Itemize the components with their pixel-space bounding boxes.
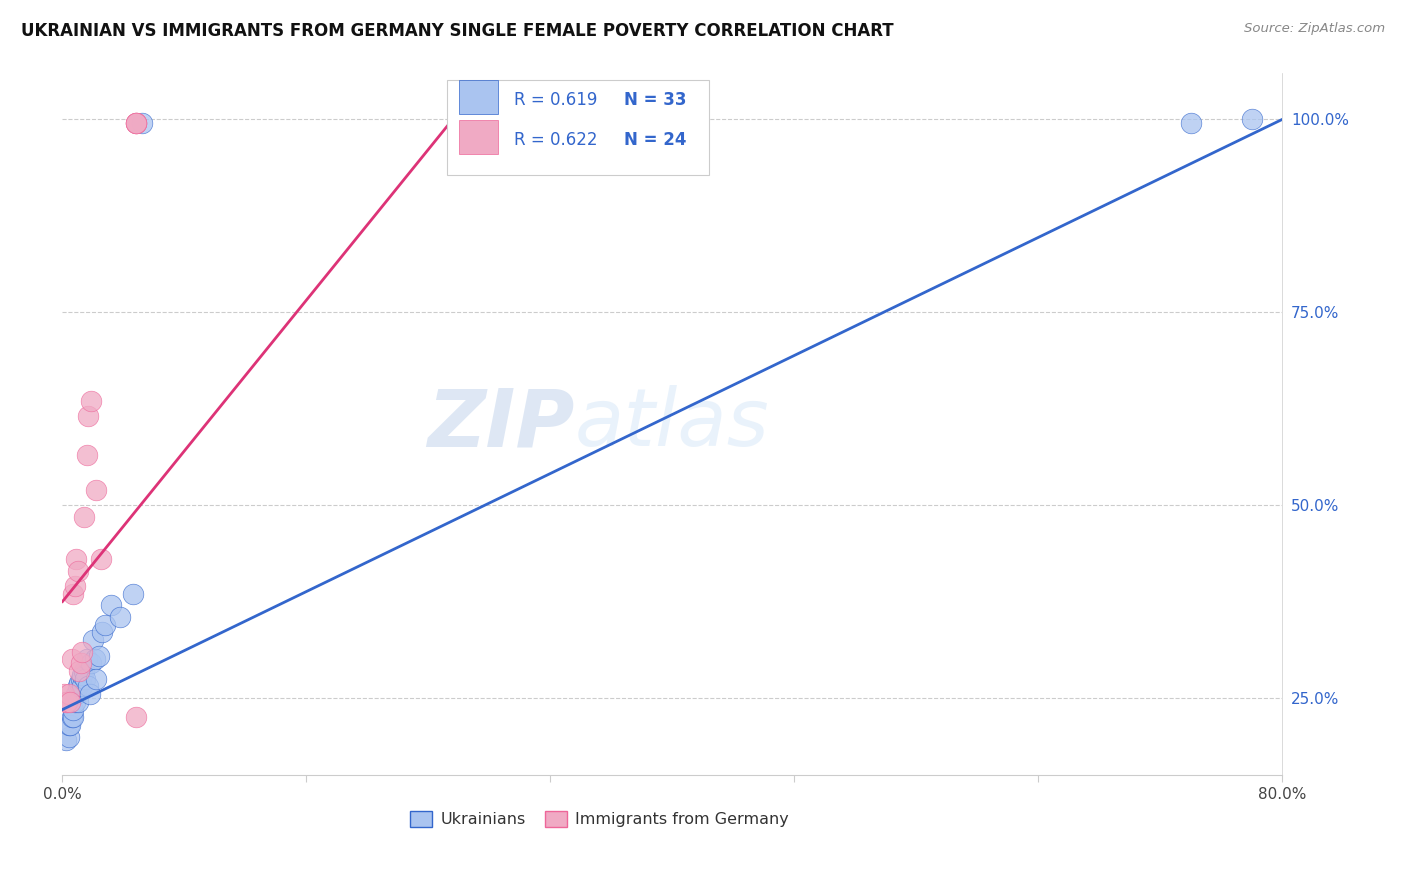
Text: R = 0.622: R = 0.622	[513, 131, 598, 149]
Point	[58, 687, 80, 701]
Point	[66, 564, 89, 578]
Point	[67, 664, 90, 678]
Point	[63, 579, 86, 593]
Point	[83, 652, 105, 666]
Point	[121, 587, 143, 601]
FancyBboxPatch shape	[458, 120, 498, 153]
Point	[60, 710, 83, 724]
Point	[55, 733, 77, 747]
Point	[131, 116, 153, 130]
Point	[72, 645, 94, 659]
Point	[94, 617, 117, 632]
Point	[84, 483, 107, 497]
Point	[110, 610, 132, 624]
Point	[62, 587, 84, 601]
Point	[1180, 116, 1202, 130]
Point	[75, 672, 97, 686]
Point	[58, 718, 80, 732]
Point	[76, 652, 98, 666]
Point	[58, 730, 80, 744]
Legend: Ukrainians, Immigrants from Germany: Ukrainians, Immigrants from Germany	[404, 805, 796, 834]
Point	[65, 687, 87, 701]
Text: R = 0.619: R = 0.619	[513, 91, 598, 109]
Point	[87, 648, 110, 663]
Point	[56, 695, 79, 709]
Text: ZIP: ZIP	[427, 385, 575, 463]
Point	[67, 675, 90, 690]
Point	[125, 116, 148, 130]
Text: N = 33: N = 33	[624, 91, 686, 109]
Point	[69, 672, 91, 686]
Point	[1240, 112, 1263, 127]
Point	[91, 625, 114, 640]
Point	[125, 710, 148, 724]
Point	[76, 448, 98, 462]
Point	[72, 668, 94, 682]
Point	[125, 116, 148, 130]
Point	[62, 702, 84, 716]
Point	[80, 393, 103, 408]
Point	[66, 695, 89, 709]
Text: atlas: atlas	[575, 385, 769, 463]
Point	[72, 680, 94, 694]
Point	[80, 657, 103, 671]
Point	[63, 695, 86, 709]
Point	[66, 680, 89, 694]
Text: N = 24: N = 24	[624, 131, 686, 149]
Point	[100, 599, 122, 613]
Point	[77, 409, 100, 424]
Point	[77, 680, 100, 694]
Point	[55, 695, 77, 709]
Point	[125, 116, 148, 130]
Point	[65, 552, 87, 566]
FancyBboxPatch shape	[447, 80, 709, 175]
Text: UKRAINIAN VS IMMIGRANTS FROM GERMANY SINGLE FEMALE POVERTY CORRELATION CHART: UKRAINIAN VS IMMIGRANTS FROM GERMANY SIN…	[21, 22, 894, 40]
Point	[90, 552, 112, 566]
Point	[62, 710, 84, 724]
Point	[59, 695, 82, 709]
Point	[82, 633, 104, 648]
Point	[73, 509, 96, 524]
FancyBboxPatch shape	[458, 80, 498, 113]
Point	[69, 657, 91, 671]
Point	[84, 672, 107, 686]
Point	[73, 664, 96, 678]
Point	[79, 687, 101, 701]
Point	[60, 652, 83, 666]
Point	[59, 718, 82, 732]
Point	[53, 687, 76, 701]
Point	[125, 116, 148, 130]
Text: Source: ZipAtlas.com: Source: ZipAtlas.com	[1244, 22, 1385, 36]
